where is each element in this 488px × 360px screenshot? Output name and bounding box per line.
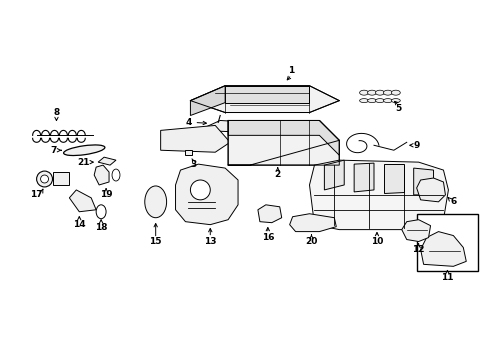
Text: 4: 4 — [185, 118, 191, 127]
Ellipse shape — [63, 145, 105, 156]
Text: 7: 7 — [50, 146, 57, 155]
Polygon shape — [198, 121, 269, 132]
Text: 9: 9 — [413, 141, 419, 150]
Polygon shape — [161, 125, 230, 152]
Ellipse shape — [112, 169, 120, 181]
Ellipse shape — [390, 99, 400, 103]
Text: 15: 15 — [149, 237, 162, 246]
Ellipse shape — [144, 186, 166, 218]
Ellipse shape — [375, 90, 384, 95]
Polygon shape — [224, 86, 309, 103]
Ellipse shape — [383, 90, 391, 95]
Polygon shape — [383, 164, 403, 193]
Polygon shape — [413, 168, 433, 195]
Text: 8: 8 — [53, 108, 60, 117]
Text: 6: 6 — [449, 197, 456, 206]
Text: 21: 21 — [77, 158, 89, 167]
Polygon shape — [228, 121, 339, 155]
Ellipse shape — [96, 205, 106, 219]
Polygon shape — [257, 205, 281, 223]
Text: 17: 17 — [30, 190, 43, 199]
Text: 12: 12 — [411, 245, 424, 254]
Text: 10: 10 — [370, 237, 383, 246]
Polygon shape — [401, 220, 429, 242]
Text: 3: 3 — [190, 159, 196, 168]
Ellipse shape — [375, 99, 384, 103]
Text: 16: 16 — [261, 233, 273, 242]
Text: 18: 18 — [95, 223, 107, 232]
Polygon shape — [420, 231, 466, 266]
Text: 19: 19 — [100, 190, 112, 199]
Polygon shape — [69, 190, 96, 212]
Ellipse shape — [390, 90, 400, 95]
Text: 2: 2 — [274, 170, 280, 179]
Polygon shape — [353, 163, 373, 192]
Polygon shape — [175, 164, 238, 225]
Circle shape — [37, 171, 52, 187]
Polygon shape — [190, 86, 224, 116]
Polygon shape — [94, 165, 109, 185]
Text: 14: 14 — [73, 220, 85, 229]
Polygon shape — [98, 157, 116, 165]
Ellipse shape — [367, 99, 376, 103]
FancyBboxPatch shape — [416, 214, 477, 271]
Polygon shape — [416, 178, 445, 202]
Ellipse shape — [359, 99, 368, 103]
Polygon shape — [228, 121, 339, 165]
Ellipse shape — [367, 90, 376, 95]
Text: 20: 20 — [305, 237, 317, 246]
Polygon shape — [309, 160, 447, 230]
Text: 13: 13 — [203, 237, 216, 246]
Ellipse shape — [359, 90, 368, 95]
Circle shape — [190, 180, 210, 200]
Circle shape — [41, 175, 48, 183]
Text: 5: 5 — [395, 104, 401, 113]
Polygon shape — [190, 86, 339, 113]
Polygon shape — [289, 214, 336, 231]
Text: 1: 1 — [288, 66, 294, 75]
Polygon shape — [324, 160, 344, 190]
Ellipse shape — [383, 99, 391, 103]
Polygon shape — [185, 150, 192, 155]
Polygon shape — [53, 172, 69, 185]
Text: 11: 11 — [440, 273, 453, 282]
